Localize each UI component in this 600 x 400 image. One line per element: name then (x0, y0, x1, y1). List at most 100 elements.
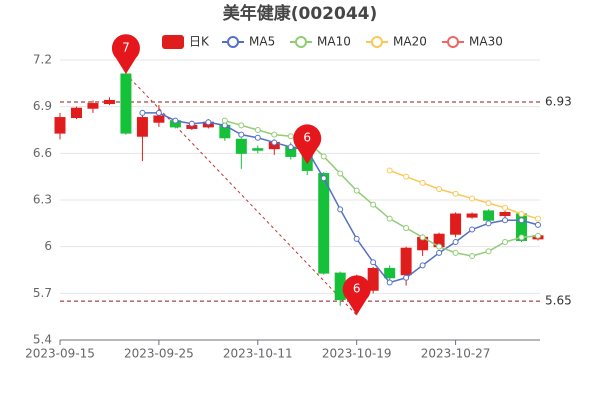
y-tick-label: 6.9 (33, 99, 52, 113)
ma-point (386, 215, 393, 222)
ma-point (221, 117, 228, 124)
ma-point (485, 220, 492, 227)
ma-point (403, 274, 410, 281)
candle-body (136, 117, 148, 137)
ma-point (205, 119, 212, 126)
y-tick-label: 6.6 (33, 146, 52, 160)
legend-icon (371, 36, 383, 48)
ma-point (535, 232, 541, 239)
candle-body (466, 213, 478, 218)
ma-point (238, 131, 245, 138)
x-tick-label: 2023-10-19 (322, 347, 392, 361)
y-tick-label: 6.3 (33, 193, 52, 207)
ma-point (518, 211, 525, 217)
legend-icon (447, 36, 459, 48)
ma-point (337, 170, 344, 177)
ma-point (403, 173, 410, 180)
ma-point (518, 217, 525, 224)
ma-point (436, 243, 443, 250)
ma-point (452, 190, 459, 197)
ma-point (469, 226, 476, 233)
legend-icon (295, 36, 307, 48)
ma-point (287, 144, 294, 151)
ma-point (254, 127, 261, 133)
ma-point (419, 179, 426, 186)
legend-icon (227, 36, 239, 48)
ma-point (254, 134, 261, 141)
candle-body (252, 148, 264, 151)
ma-point (436, 249, 443, 256)
ma-point (337, 206, 344, 213)
ma-point (320, 175, 327, 182)
candle-body (54, 117, 66, 134)
x-tick-label: 2023-10-11 (223, 347, 293, 361)
x-tick-label: 2023-10-27 (421, 347, 491, 361)
legend-label: MA5 (249, 35, 275, 49)
ma-point (485, 248, 492, 255)
ma-point (155, 109, 162, 116)
reference-label: 5.65 (545, 294, 572, 308)
ma-point (353, 235, 360, 242)
candle-body (367, 267, 379, 291)
y-tick-label: 5.7 (33, 286, 52, 300)
ma-point (502, 217, 509, 224)
ma-point (535, 221, 541, 228)
candle-body (235, 138, 247, 154)
ma-line (389, 169, 539, 220)
pin-marker (293, 124, 322, 165)
ma-point (419, 262, 426, 269)
legend-label: 日K (189, 35, 210, 49)
candle-body (450, 213, 462, 235)
ma-point (502, 204, 509, 211)
ma-point (320, 153, 327, 160)
ma-point (386, 167, 393, 174)
legend-label: MA30 (469, 35, 503, 49)
candle-body (384, 267, 396, 279)
candle-body (153, 115, 165, 123)
pin-marker (342, 275, 371, 316)
ma-point (518, 234, 525, 241)
ma-point (535, 215, 541, 222)
legend-label: MA10 (317, 35, 351, 49)
ma-point (271, 131, 278, 138)
pin-marker (111, 34, 140, 74)
candle-body (499, 211, 511, 217)
x-tick-label: 2023-09-15 (25, 347, 95, 361)
ma-point (419, 234, 426, 241)
candle-body (318, 173, 330, 274)
chart-title: 美年健康(002044) (223, 3, 378, 24)
reference-label: 6.93 (545, 95, 572, 109)
ma-point (353, 187, 360, 194)
ma-point (172, 117, 179, 124)
ma-point (287, 133, 294, 140)
trend-line (125, 73, 358, 316)
y-tick-label: 7.2 (33, 53, 52, 67)
candle-body (87, 103, 99, 109)
ma-point (238, 122, 245, 129)
pin-label: 6 (353, 282, 361, 296)
ma-point (370, 259, 377, 266)
ma-point (469, 253, 476, 259)
ma-point (452, 249, 459, 256)
ma-point (271, 139, 278, 146)
pin-label: 6 (303, 131, 311, 145)
legend-icon (162, 35, 184, 49)
legend-label: MA20 (393, 35, 427, 49)
candle-body (70, 107, 82, 119)
ma-point (403, 225, 410, 231)
candle-body (120, 73, 132, 134)
ma-point (502, 239, 509, 245)
ma-point (452, 239, 459, 245)
ma-point (485, 200, 492, 207)
ma-line (142, 112, 539, 284)
y-tick-label: 5.4 (33, 333, 52, 347)
candle-body (103, 99, 115, 105)
candle-body (483, 210, 495, 221)
x-tick-label: 2023-09-25 (124, 347, 194, 361)
ma-point (188, 120, 195, 127)
ma-point (469, 195, 476, 202)
y-tick-label: 6 (44, 239, 52, 253)
ma-point (139, 109, 146, 116)
